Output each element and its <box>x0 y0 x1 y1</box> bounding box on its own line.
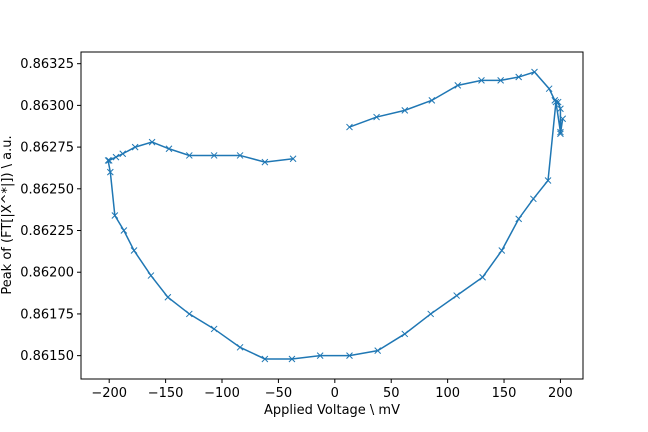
data-point-marker <box>288 355 296 363</box>
x-tick-label: −100 <box>204 386 240 401</box>
x-tick-label: −200 <box>91 386 127 401</box>
data-point-marker <box>104 157 112 164</box>
y-tick-label: 0.86250 <box>20 182 74 197</box>
data-point-marker <box>557 128 564 136</box>
y-tick-label: 0.86300 <box>20 99 74 114</box>
x-tick-label: −150 <box>148 386 184 401</box>
data-point-marker <box>559 115 567 123</box>
y-axis-label: Peak of (FT[|X^*|]) \ a.u. <box>0 135 15 294</box>
data-point-marker <box>545 85 553 93</box>
data-point-marker <box>148 138 156 146</box>
data-point-marker <box>164 293 172 301</box>
y-tick-label: 0.86275 <box>20 141 74 156</box>
data-point-marker <box>210 325 218 333</box>
x-tick-label: 150 <box>492 386 517 401</box>
y-tick-label: 0.86150 <box>20 349 74 364</box>
data-point-marker <box>346 123 353 131</box>
data-point-marker <box>120 227 128 234</box>
data-point-marker <box>479 273 486 281</box>
data-point-marker <box>557 130 564 138</box>
data-point-marker <box>515 215 523 223</box>
data-point-marker <box>401 107 409 114</box>
data-point-marker <box>453 292 461 299</box>
data-point-marker <box>236 343 244 351</box>
data-point-marker <box>498 247 506 254</box>
y-tick-label: 0.86175 <box>20 307 74 322</box>
data-point-marker <box>316 352 324 359</box>
data-point-marker <box>373 113 380 121</box>
data-point-marker <box>165 145 173 153</box>
data-point-marker <box>478 77 485 84</box>
plot-content <box>104 68 567 363</box>
plot-frame <box>80 51 584 380</box>
data-point-marker <box>210 152 218 159</box>
data-point-marker <box>261 355 269 363</box>
data-point-marker <box>374 347 382 354</box>
data-point-marker <box>236 152 244 159</box>
data-point-marker <box>557 105 564 113</box>
data-point-marker <box>544 177 552 184</box>
x-tick-label: −50 <box>265 386 292 401</box>
data-point-marker <box>454 82 462 89</box>
data-point-marker <box>346 352 353 359</box>
data-point-marker <box>185 152 193 159</box>
data-point-marker <box>530 195 537 203</box>
x-axis-label: Applied Voltage \ mV <box>264 403 400 418</box>
data-point-marker <box>497 77 505 84</box>
data-point-marker <box>105 157 113 164</box>
data-point-marker <box>428 97 436 104</box>
data-point-marker <box>531 68 538 76</box>
data-point-marker <box>119 150 127 158</box>
data-point-marker <box>131 143 139 151</box>
data-point-marker <box>106 168 114 176</box>
data-point-marker <box>185 310 193 318</box>
x-axis-ticks: −200 −150 −100 −50 0 50 100 150 200 <box>91 379 573 401</box>
data-point-marker <box>112 153 120 161</box>
data-point-marker <box>130 247 138 254</box>
y-tick-label: 0.86325 <box>20 57 74 72</box>
data-point-marker <box>552 98 560 106</box>
data-point-marker <box>111 212 119 219</box>
x-tick-label: 50 <box>383 386 400 401</box>
data-point-marker <box>515 73 523 81</box>
data-point-marker <box>261 158 269 166</box>
y-axis-ticks: 0.86150 0.86175 0.86200 0.86225 0.86250 0.862… <box>20 57 81 364</box>
x-tick-label: 0 <box>331 386 339 401</box>
data-point-marker <box>427 310 435 318</box>
x-tick-label: 200 <box>548 386 573 401</box>
y-tick-label: 0.86225 <box>20 224 74 239</box>
data-point-marker <box>401 330 409 338</box>
data-point-marker <box>289 155 297 163</box>
data-point-marker <box>147 272 155 279</box>
y-tick-label: 0.86200 <box>20 266 74 281</box>
x-tick-label: 100 <box>435 386 460 401</box>
data-point-marker <box>554 98 562 106</box>
